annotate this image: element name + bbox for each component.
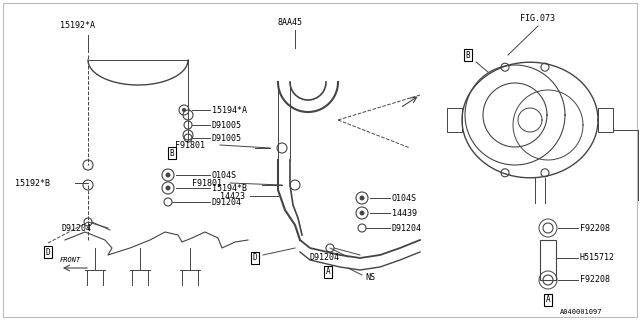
Circle shape — [166, 186, 170, 190]
Text: 8AA45: 8AA45 — [278, 18, 303, 27]
Text: D91005: D91005 — [212, 121, 242, 130]
Text: A: A — [326, 268, 330, 276]
Text: D91204: D91204 — [310, 252, 340, 261]
Text: B: B — [466, 51, 470, 60]
Text: NS: NS — [365, 274, 375, 283]
Text: H515712: H515712 — [580, 253, 615, 262]
Text: D91005: D91005 — [212, 133, 242, 142]
Text: O104S: O104S — [392, 194, 417, 203]
Text: A: A — [546, 295, 550, 305]
Circle shape — [360, 196, 364, 200]
Text: 15194*A: 15194*A — [212, 106, 247, 115]
Text: D91204: D91204 — [392, 223, 422, 233]
Circle shape — [182, 108, 186, 112]
Text: F91801: F91801 — [175, 140, 205, 149]
Circle shape — [360, 211, 364, 215]
Text: F92208: F92208 — [580, 276, 610, 284]
Text: FIG.073: FIG.073 — [520, 13, 555, 22]
Text: 15194*B: 15194*B — [212, 183, 247, 193]
Text: O104S: O104S — [212, 171, 237, 180]
Text: 15192*A: 15192*A — [60, 20, 95, 29]
Text: 14439: 14439 — [392, 209, 417, 218]
Text: A040001097: A040001097 — [560, 309, 602, 315]
Text: FRONT: FRONT — [60, 257, 81, 263]
Circle shape — [166, 173, 170, 177]
Text: 15192*B: 15192*B — [15, 179, 50, 188]
Text: 14423: 14423 — [220, 191, 245, 201]
Text: F92208: F92208 — [580, 223, 610, 233]
Bar — [447, 108, 462, 132]
Text: D91204: D91204 — [212, 197, 242, 206]
Bar — [540, 240, 556, 280]
Text: D: D — [253, 253, 257, 262]
Text: F91801: F91801 — [192, 179, 222, 188]
Text: B: B — [170, 148, 174, 157]
Bar — [598, 108, 613, 132]
Text: D91204: D91204 — [62, 223, 92, 233]
Text: D: D — [45, 247, 51, 257]
